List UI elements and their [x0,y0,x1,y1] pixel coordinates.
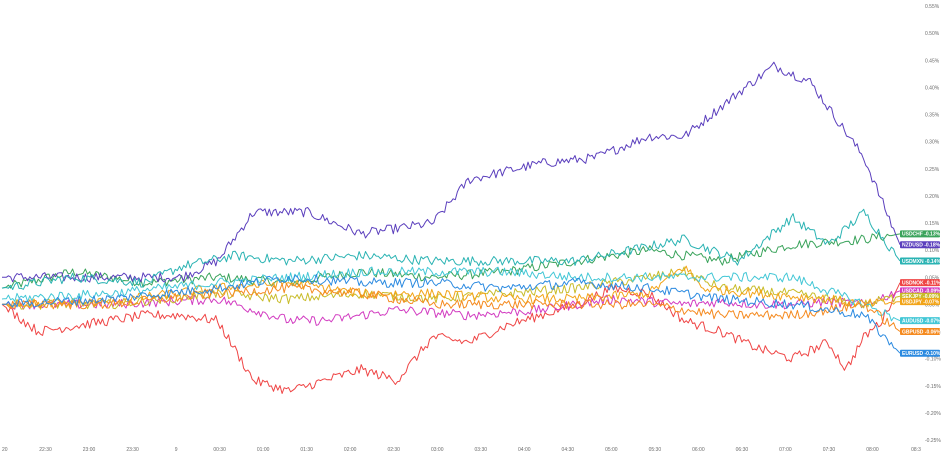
series-line-sekjpy [2,266,901,310]
series-line-eurusd [1,273,901,354]
series-label-usdjpy: USDJPY -0.07% [900,298,940,305]
x-tick-label: 05:00 [605,447,618,453]
x-tick-label: 23:30 [126,447,139,453]
y-tick-label: 0.30% [925,140,940,146]
y-tick-label: -0.15% [925,384,941,390]
y-tick-label: 0.35% [925,113,940,119]
x-axis-ticks: 20 22:30 23:00 23:30 9 00:30 01:00 01:30 02:00 02… [2,447,921,453]
series-label-text: USDNOK -0.11% [902,280,941,286]
series-label-text: SEKJPY -0.09% [902,294,939,300]
y-tick-label: -0.25% [925,438,941,444]
y-tick-label: 0.25% [925,167,940,173]
x-tick-label: 05:30 [649,447,662,453]
x-tick-label: 04:00 [518,447,531,453]
series-label-usdchf: USDCHF -0.13% [900,230,941,238]
x-tick-label: 01:30 [300,447,313,453]
series-label-text: USDCHF -0.13% [902,232,941,238]
x-tick-label: 08:3 [911,447,921,453]
x-tick-label: 02:30 [387,447,400,453]
y-tick-label: -0.20% [925,411,941,417]
x-tick-label: 03:00 [431,447,444,453]
x-tick-label: 06:00 [692,447,705,453]
series-label-text: USDCAD -0.09% [902,289,941,295]
series-label-text: EURUSD -0.10% [902,351,941,357]
x-tick-label: 03:30 [475,447,488,453]
y-axis-ticks: 0.55% 0.50% 0.45% 0.40% 0.35% 0.30% 0.25% 0.20%… [925,4,941,444]
y-tick-label: 0.10% [925,248,940,254]
series-label-audusd: AUDUSD -0.07% [900,317,941,324]
y-tick-label: 0.45% [925,58,940,64]
series-line-usdnok [1,282,901,394]
y-tick-label: 0.55% [925,4,940,10]
series-label-nzdusd: NZDUSD -0.18% [900,241,941,249]
series-line-nzdusd [2,61,901,283]
series-end-labels: USDCHF -0.13% NZDUSD -0.18% USDMXN -0.14% U… [900,230,941,357]
series-line-usdmxn [1,208,901,290]
y-tick-label: 0.00% [925,302,940,308]
series-label-sekjpy: SEKJPY -0.09% [900,292,940,300]
series-layer [1,61,901,394]
x-tick-label: 00:30 [213,447,226,453]
x-tick-label: 06:30 [736,447,749,453]
x-tick-label: 20 [2,447,8,453]
series-label-text: USDMXN -0.14% [902,259,941,265]
x-tick-label: 9 [175,447,178,453]
x-tick-label: 01:00 [257,447,270,453]
series-label-usdmxn: USDMXN -0.14% [900,257,941,265]
series-label-text: GBPUSD -0.06% [902,329,941,335]
series-label-usdnok: USDNOK -0.11% [900,279,941,286]
y-tick-label: -0.10% [925,357,941,363]
x-tick-label: 23:00 [83,447,96,453]
series-label-text: AUDUSD -0.07% [902,318,941,324]
series-label-eurusd: EURUSD -0.10% [900,349,941,357]
x-tick-label: 07:30 [823,447,836,453]
series-label-text: NZDUSD -0.18% [902,243,941,249]
x-tick-label: 02:00 [344,447,357,453]
series-line-audusd [1,266,901,322]
series-line-usdjpy [1,265,901,309]
y-tick-label: 0.20% [925,194,940,200]
series-label-usdcad: USDCAD -0.09% [900,287,941,295]
y-tick-label: 0.15% [925,221,940,227]
y-tick-label: 0.05% [925,275,940,281]
x-tick-label: 07:00 [779,447,792,453]
x-tick-label: 08:00 [866,447,879,453]
x-tick-label: 04:30 [562,447,575,453]
series-line-gbpusd [2,283,901,332]
x-tick-label: 22:30 [39,447,52,453]
y-tick-label: 0.40% [925,85,940,91]
series-label-gbpusd: GBPUSD -0.06% [900,328,941,335]
series-label-text: USDJPY -0.07% [902,299,940,305]
y-tick-label: 0.50% [925,31,940,37]
